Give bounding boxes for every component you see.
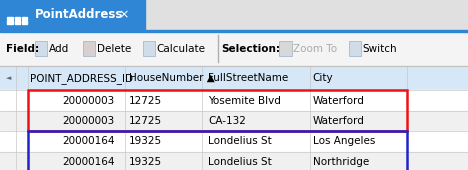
Text: 12725: 12725 xyxy=(129,116,162,126)
Text: Delete: Delete xyxy=(97,44,131,54)
Bar xyxy=(35,41,47,56)
Text: City: City xyxy=(313,73,333,83)
Bar xyxy=(7,20,13,22)
Text: PointAddress: PointAddress xyxy=(35,8,124,21)
Text: Yosemite Blvd: Yosemite Blvd xyxy=(208,96,281,106)
Text: 20000003: 20000003 xyxy=(62,96,115,106)
Bar xyxy=(15,22,20,24)
Bar xyxy=(28,131,407,170)
Bar xyxy=(279,41,292,56)
Text: POINT_ADDRESS_ID: POINT_ADDRESS_ID xyxy=(30,73,133,84)
Bar xyxy=(22,22,27,24)
Bar xyxy=(0,0,145,30)
Bar xyxy=(22,17,27,19)
Bar xyxy=(349,41,361,56)
Bar xyxy=(7,22,13,24)
Text: 19325: 19325 xyxy=(129,137,162,146)
Text: Londelius St: Londelius St xyxy=(208,137,272,146)
Bar xyxy=(15,20,20,22)
Bar xyxy=(0,131,468,152)
Text: Northridge: Northridge xyxy=(313,157,369,167)
Text: 12725: 12725 xyxy=(129,96,162,106)
Bar xyxy=(22,20,27,22)
Text: ×: × xyxy=(119,8,129,21)
Bar xyxy=(0,66,468,90)
Bar xyxy=(0,152,468,170)
Text: 19325: 19325 xyxy=(129,157,162,167)
Text: Add: Add xyxy=(49,44,69,54)
Bar xyxy=(15,17,20,19)
Bar xyxy=(0,30,468,32)
Bar xyxy=(0,0,468,30)
Bar xyxy=(0,90,468,111)
Text: Switch: Switch xyxy=(362,44,397,54)
Text: 20000003: 20000003 xyxy=(62,116,115,126)
Bar xyxy=(143,41,155,56)
Bar xyxy=(0,111,468,131)
Text: Selection:: Selection: xyxy=(221,44,280,54)
Text: Waterford: Waterford xyxy=(313,116,365,126)
Text: Waterford: Waterford xyxy=(313,96,365,106)
Text: ◄: ◄ xyxy=(6,75,11,81)
Text: Zoom To: Zoom To xyxy=(293,44,337,54)
Text: FullStreetName: FullStreetName xyxy=(208,73,288,83)
Text: Londelius St: Londelius St xyxy=(208,157,272,167)
Bar xyxy=(28,90,407,131)
Bar xyxy=(7,17,13,19)
Text: CA-132: CA-132 xyxy=(208,116,246,126)
Text: Calculate: Calculate xyxy=(156,44,205,54)
Bar xyxy=(0,32,468,66)
Text: 20000164: 20000164 xyxy=(62,157,115,167)
Text: Los Angeles: Los Angeles xyxy=(313,137,375,146)
Text: HouseNumber ▲: HouseNumber ▲ xyxy=(129,73,214,83)
Bar xyxy=(83,41,95,56)
Text: Field:: Field: xyxy=(6,44,39,54)
Text: 20000164: 20000164 xyxy=(62,137,115,146)
